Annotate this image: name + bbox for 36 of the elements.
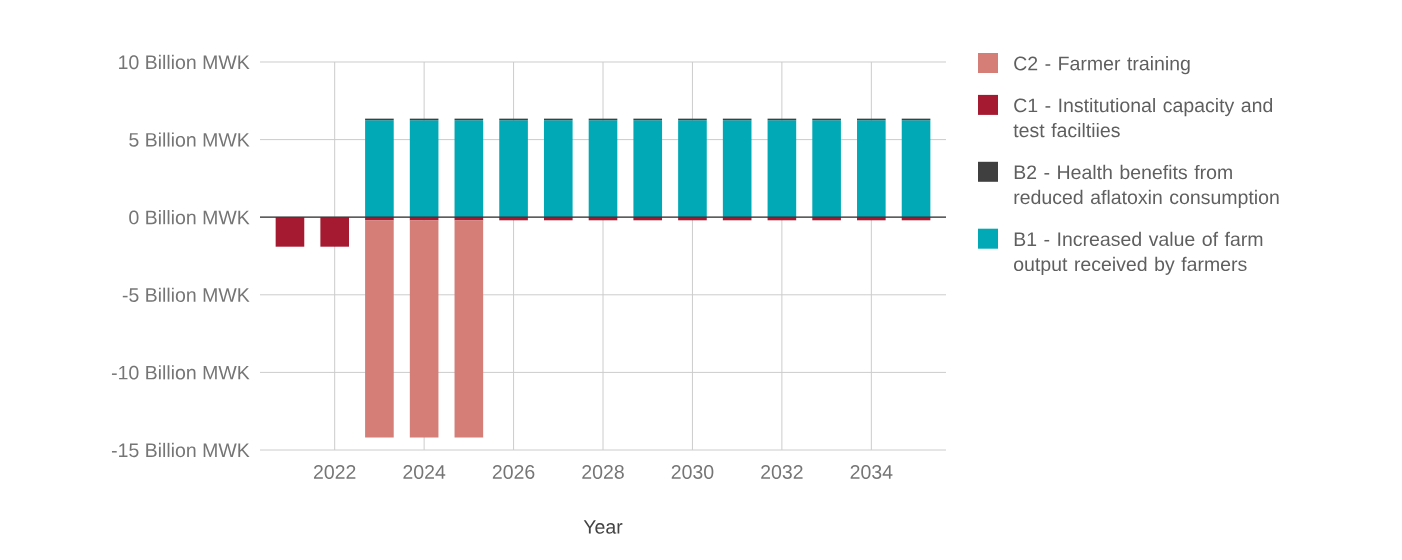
legend-label: B2 - Health benefits from reduced aflatoxin consumption (1014, 164, 1279, 209)
bar (722, 120, 752, 218)
bar (409, 220, 439, 438)
x-tick-label: 2032 (761, 465, 803, 479)
bar (499, 120, 528, 218)
x-axis-title: Year (583, 520, 623, 534)
bar (454, 120, 484, 218)
y-tick-label: 0 Billion MWK (129, 210, 250, 225)
bar (767, 120, 797, 218)
bar (365, 120, 394, 218)
bar (812, 120, 841, 218)
bar (588, 120, 618, 218)
y-tick-label: 10 Billion MWK (119, 54, 250, 70)
y-tick-label: 5 Billion MWK (129, 132, 250, 147)
bar (901, 120, 931, 218)
bar (409, 120, 439, 218)
bar (678, 120, 707, 218)
x-tick-label: 2034 (850, 465, 893, 479)
y-tick-label: -10 Billion MWK (111, 365, 250, 380)
y-tick-label: -5 Billion MWK (122, 287, 250, 302)
x-tick-label: 2028 (582, 465, 624, 479)
legend-label: C2 - Farmer training (1014, 56, 1190, 75)
x-tick-label: 2022 (313, 465, 356, 479)
x-tick-label: 2030 (671, 465, 714, 479)
bar (275, 217, 305, 247)
legend-label: C1 - Institutional capacity and test faciltiies (1013, 97, 1273, 138)
bar (633, 120, 663, 218)
bar (857, 120, 886, 218)
bar (543, 120, 573, 218)
x-tick-label: 2026 (492, 465, 535, 479)
bar (454, 220, 484, 438)
x-tick-label: 2024 (403, 465, 446, 479)
bar (320, 217, 349, 247)
y-tick-label: -15 Billion MWK (111, 442, 250, 458)
legend-label: B1 - Increased value of farm output received by farmers (1014, 231, 1263, 275)
bar (365, 220, 394, 438)
